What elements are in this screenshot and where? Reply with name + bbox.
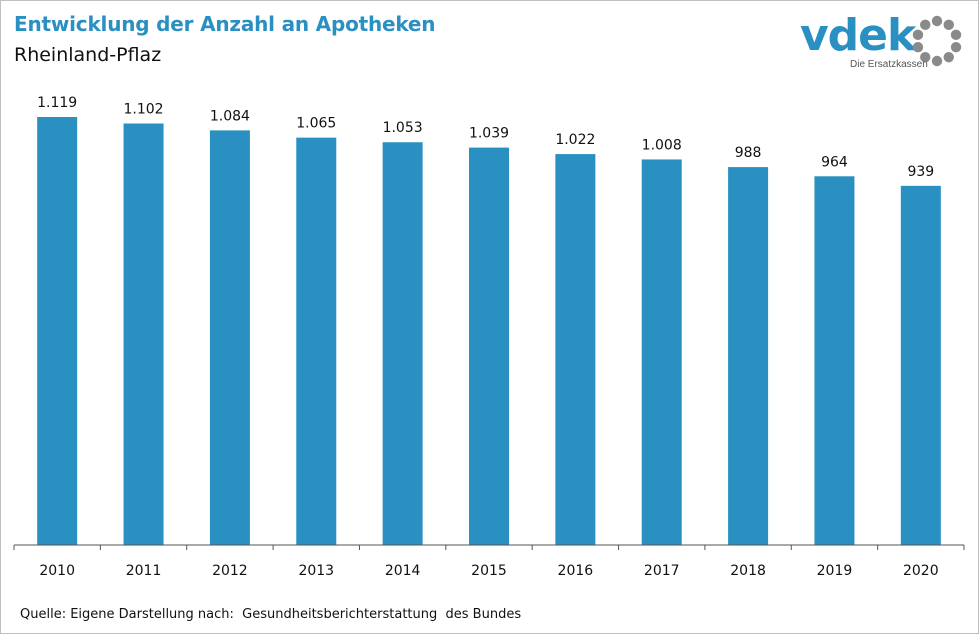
bar bbox=[555, 154, 596, 545]
bars-group bbox=[37, 117, 941, 546]
bar-value-label: 964 bbox=[821, 154, 848, 170]
bar-value-label: 1.084 bbox=[210, 108, 250, 124]
logo-ring-dot bbox=[920, 51, 931, 63]
logo-ring-dot bbox=[920, 19, 931, 31]
bar bbox=[123, 123, 164, 546]
vdek-logo: vdek Die Ersatzkassen bbox=[800, 10, 970, 72]
bar bbox=[900, 185, 941, 546]
bar bbox=[209, 130, 250, 545]
logo-tagline: Die Ersatzkassen bbox=[850, 59, 928, 70]
logo-wordmark: vdek bbox=[800, 10, 916, 61]
bar-value-label: 1.022 bbox=[555, 132, 595, 148]
bar-value-label: 1.119 bbox=[37, 95, 77, 111]
logo-ring-dot bbox=[943, 51, 954, 63]
x-tick-label: 2012 bbox=[212, 563, 248, 579]
value-labels-group: 1.119 1.102 1.084 1.065 1.053 1.039 1.022 1.008… bbox=[37, 95, 934, 180]
logo-ring-dot bbox=[931, 15, 943, 27]
x-tick-label: 2015 bbox=[471, 563, 507, 579]
bar bbox=[37, 117, 78, 545]
bar-value-label: 1.008 bbox=[642, 137, 682, 153]
chart-title: Entwicklung der Anzahl an Apotheken bbox=[14, 12, 436, 36]
x-tick-label: 2011 bbox=[126, 563, 162, 579]
bar bbox=[469, 147, 509, 545]
source-note: Quelle: Eigene Darstellung nach: Gesundh… bbox=[20, 607, 522, 622]
logo-ring-dot bbox=[912, 29, 924, 41]
logo-ring-dot bbox=[931, 55, 943, 67]
x-tick-label: 2019 bbox=[817, 563, 853, 579]
x-tick-label: 2018 bbox=[730, 563, 766, 579]
x-tick-label: 2014 bbox=[385, 563, 421, 579]
x-tick-label: 2017 bbox=[644, 563, 680, 579]
bar-value-label: 1.065 bbox=[296, 116, 336, 132]
logo-ring-dot bbox=[950, 41, 962, 53]
x-tick-label: 2016 bbox=[558, 563, 594, 579]
logo-ring-icon bbox=[912, 15, 962, 67]
x-tick-label: 2010 bbox=[39, 563, 75, 579]
logo-ring-dot bbox=[950, 29, 962, 41]
logo-ring-dot bbox=[943, 19, 954, 31]
chart-subtitle: Rheinland-Pflaz bbox=[14, 44, 162, 66]
x-axis: 2010 2011 2012 2013 2014 2015 2016 2017 2018 2019… bbox=[13, 544, 965, 579]
logo-ring-dot bbox=[912, 41, 924, 53]
bar bbox=[641, 159, 682, 546]
bar-value-label: 939 bbox=[907, 164, 934, 180]
bar bbox=[728, 167, 769, 545]
bar-value-label: 988 bbox=[735, 145, 762, 161]
bar bbox=[296, 137, 337, 545]
bar bbox=[382, 142, 423, 546]
bar-value-label: 1.053 bbox=[383, 120, 423, 136]
bar-value-label: 1.039 bbox=[469, 126, 509, 142]
x-tick-label: 2020 bbox=[903, 563, 939, 579]
x-tick-label: 2013 bbox=[298, 563, 334, 579]
bar bbox=[814, 176, 855, 545]
bar-value-label: 1.102 bbox=[123, 102, 163, 118]
